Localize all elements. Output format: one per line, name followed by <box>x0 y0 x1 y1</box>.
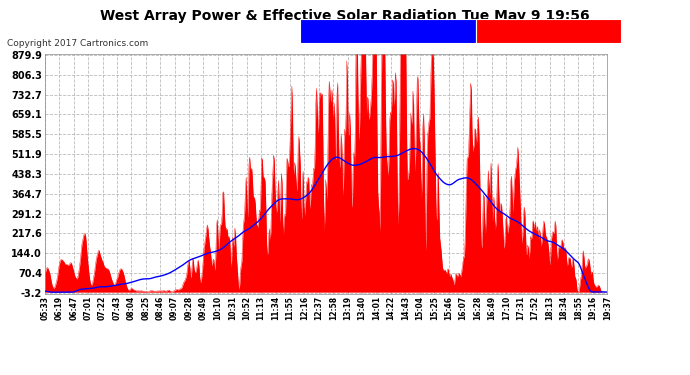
Text: Radiation (Effective w/m2): Radiation (Effective w/m2) <box>320 26 456 36</box>
Text: West Array  (DC Watts): West Array (DC Watts) <box>490 26 607 36</box>
Text: Copyright 2017 Cartronics.com: Copyright 2017 Cartronics.com <box>7 39 148 48</box>
Text: West Array Power & Effective Solar Radiation Tue May 9 19:56: West Array Power & Effective Solar Radia… <box>100 9 590 23</box>
